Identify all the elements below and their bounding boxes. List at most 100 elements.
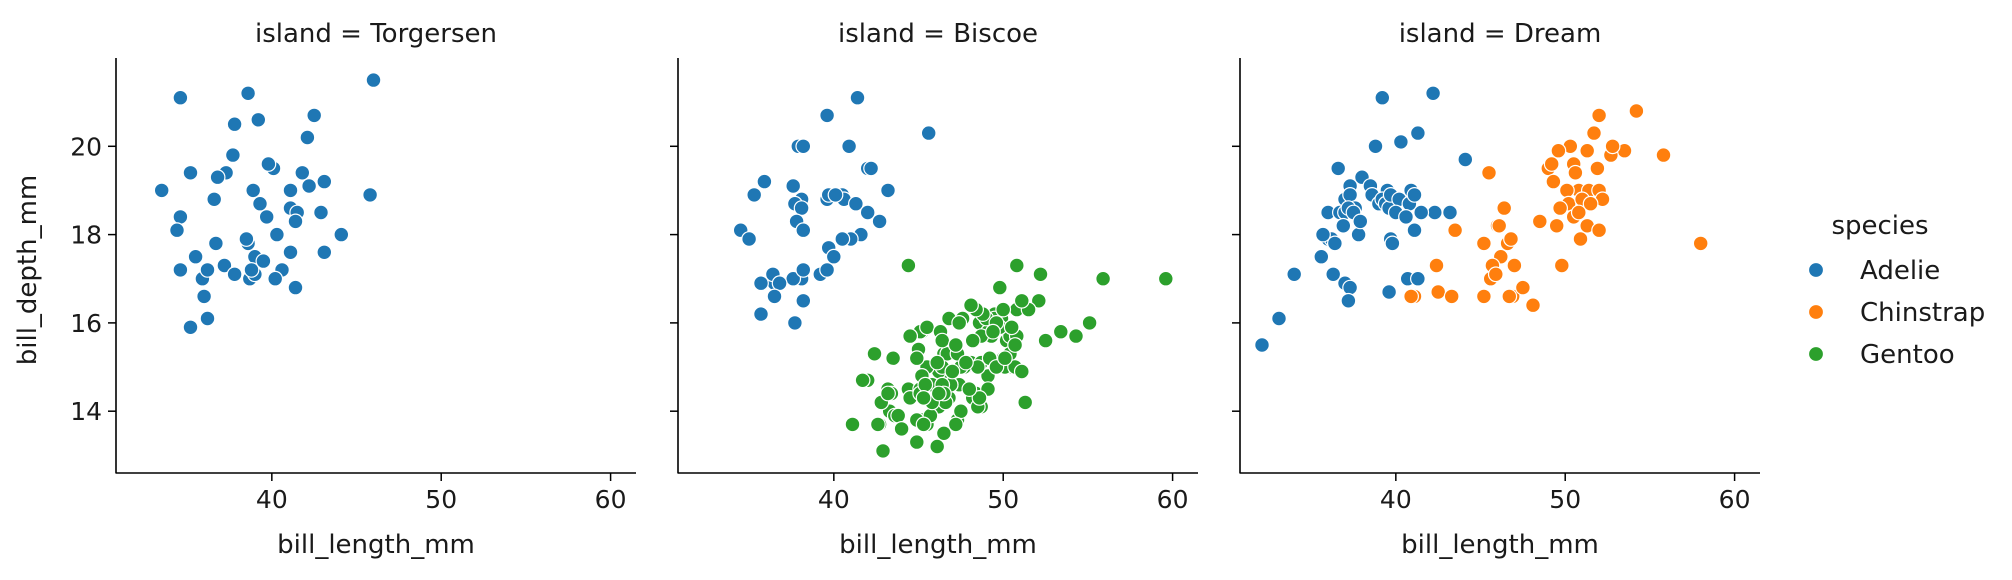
x-tick-label: 40 (256, 485, 288, 514)
data-point-chinstrap (1567, 164, 1584, 181)
data-point-adelie (1457, 151, 1474, 168)
data-point-adelie (1374, 89, 1391, 106)
data-point-adelie (771, 275, 788, 292)
data-point-chinstrap (1496, 200, 1513, 217)
data-point-adelie (169, 222, 185, 239)
data-point-gentoo (908, 434, 925, 451)
data-point-adelie (787, 315, 803, 331)
data-point-adelie (753, 306, 769, 323)
data-point-gentoo (890, 407, 907, 424)
data-point-gentoo (893, 421, 910, 437)
data-point-adelie (793, 200, 810, 217)
data-point-gentoo (934, 332, 951, 349)
data-point-chinstrap (1579, 142, 1596, 159)
data-point-gentoo (1008, 257, 1025, 274)
data-point-gentoo (964, 332, 981, 349)
data-point-gentoo (915, 390, 932, 406)
data-point-adelie (1315, 226, 1331, 243)
data-point-adelie (187, 248, 204, 265)
data-point-chinstrap (1543, 156, 1560, 172)
x-tick-label: 50 (987, 485, 1019, 514)
data-point-adelie (282, 182, 299, 199)
data-point-chinstrap (1604, 138, 1621, 155)
points (732, 89, 1174, 459)
data-point-adelie (746, 186, 763, 203)
data-point-gentoo (919, 319, 935, 336)
data-point-adelie (313, 204, 329, 221)
data-point-chinstrap (1506, 257, 1523, 274)
data-point-adelie (206, 191, 223, 208)
data-point-gentoo (1095, 270, 1111, 287)
data-point-chinstrap (1628, 103, 1645, 119)
data-point-chinstrap (1501, 288, 1518, 305)
data-point-gentoo (870, 416, 886, 433)
data-point-gentoo (947, 337, 964, 353)
data-point-gentoo (915, 416, 932, 433)
data-point-gentoo (930, 385, 947, 402)
data-point-adelie (1392, 133, 1409, 150)
data-point-adelie (224, 147, 241, 164)
data-point-adelie (741, 231, 757, 247)
data-point-adelie (1271, 310, 1287, 327)
data-point-adelie (216, 257, 233, 274)
data-point-chinstrap (1447, 222, 1463, 239)
panel-title: island = Dream (1399, 19, 1602, 49)
x-tick-label: 50 (1549, 485, 1581, 514)
legend-title: species (1831, 211, 1928, 241)
data-point-adelie (299, 129, 316, 146)
data-point-adelie (1326, 235, 1343, 252)
data-point-adelie (365, 72, 382, 88)
data-point-adelie (250, 111, 267, 128)
data-point-gentoo (936, 425, 952, 442)
data-point-gentoo (854, 372, 871, 389)
data-point-adelie (255, 253, 272, 270)
y-tick-label: 18 (70, 221, 102, 250)
data-point-chinstrap (1572, 231, 1589, 247)
y-tick-label: 14 (70, 397, 102, 426)
data-point-chinstrap (1591, 222, 1607, 239)
data-point-adelie (1367, 138, 1384, 155)
x-tick-label: 60 (1157, 485, 1189, 514)
data-point-adelie (1352, 213, 1369, 230)
data-point-adelie (1425, 85, 1441, 102)
panel-title: island = Torgersen (255, 19, 497, 49)
data-point-adelie (182, 319, 199, 336)
data-point-gentoo (985, 323, 1001, 340)
data-point-gentoo (1157, 270, 1174, 287)
data-point-adelie (301, 178, 318, 194)
data-point-gentoo (947, 416, 964, 433)
data-point-gentoo (1030, 292, 1047, 309)
data-point-adelie (1381, 284, 1397, 300)
data-point-adelie (880, 182, 896, 199)
data-point-adelie (252, 195, 268, 212)
data-point-adelie (863, 160, 879, 177)
data-point-adelie (333, 226, 350, 243)
data-point-adelie (199, 262, 216, 278)
data-point-gentoo (951, 315, 968, 331)
data-point-gentoo (995, 301, 1012, 318)
data-point-gentoo (991, 279, 1008, 296)
legend-entry-adelie: Adelie (1807, 256, 1940, 286)
data-point-gentoo (958, 354, 974, 371)
data-point-adelie (182, 164, 199, 181)
data-point-gentoo (961, 381, 978, 398)
data-point-adelie (209, 169, 226, 186)
data-point-gentoo (1017, 394, 1034, 411)
data-point-chinstrap (1403, 288, 1419, 305)
data-point-adelie (849, 89, 866, 106)
data-point-chinstrap (1589, 160, 1606, 177)
data-point-adelie (172, 262, 189, 278)
data-point-adelie (834, 231, 851, 247)
data-point-chinstrap (1582, 195, 1599, 212)
data-point-adelie (756, 173, 773, 190)
data-point-adelie (848, 195, 864, 212)
panel-3: island = Dream 40 50 60 bill_length_mm (1232, 19, 1760, 560)
data-point-gentoo (900, 257, 917, 274)
data-point-adelie (287, 213, 304, 230)
data-point-gentoo (1032, 266, 1049, 283)
data-point-adelie (1286, 266, 1303, 283)
data-point-adelie (1342, 186, 1358, 203)
data-point-adelie (795, 222, 812, 239)
x-axis-label: bill_length_mm (1401, 530, 1599, 560)
data-point-gentoo (880, 385, 896, 402)
